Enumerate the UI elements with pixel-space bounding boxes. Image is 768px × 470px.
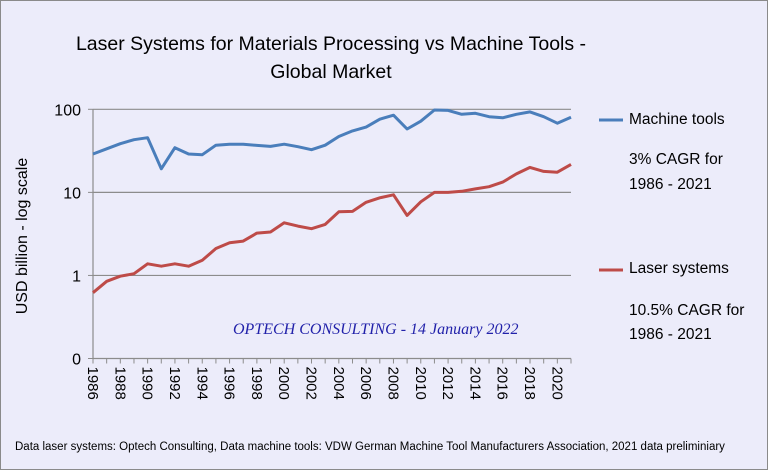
series-line-machine-tools	[92, 108, 572, 171]
x-tick-label: 2018	[521, 367, 538, 400]
x-tick-label: 2010	[412, 367, 429, 400]
x-tick-label: 2008	[384, 367, 401, 400]
x-tick-label: 2020	[548, 367, 565, 400]
x-tick-label: 1996	[221, 367, 238, 400]
x-tick-label: 1988	[111, 367, 128, 400]
annotation-watermark: OPTECH CONSULTING - 14 January 2022	[233, 321, 519, 338]
y-tick-label: 0	[72, 352, 81, 369]
x-tick-label: 1992	[166, 367, 183, 400]
x-tick-label: 2002	[303, 367, 320, 400]
x-tick-label: 2004	[330, 367, 347, 400]
x-tick-label: 1986	[84, 367, 101, 400]
y-tick-label: 10	[63, 185, 81, 202]
x-tick-label: 2012	[439, 367, 456, 400]
x-tick-label: 2006	[357, 367, 374, 400]
x-tick-label: 2016	[494, 367, 511, 400]
footer-source: Data laser systems: Optech Consulting, D…	[15, 441, 725, 453]
chart-title-line1: Laser Systems for Materials Processing v…	[75, 33, 587, 55]
series-line-laser-systems	[92, 163, 572, 294]
machine-tools-cagr: 3% CAGR for	[629, 151, 723, 168]
laser-systems-period: 1986 - 2021	[629, 326, 712, 343]
y-tick-label: 100	[54, 102, 81, 119]
y-tick-label: 1	[72, 268, 81, 285]
x-tick-label: 1994	[193, 367, 210, 400]
laser-systems-cagr: 10.5% CAGR for	[629, 302, 745, 319]
chart-title-line2: Global Market	[270, 61, 392, 83]
legend-machine-tools: Machine tools	[629, 111, 725, 128]
x-tick-label: 1990	[139, 367, 156, 400]
x-tick-label: 2000	[275, 367, 292, 400]
legend-laser-systems: Laser systems	[629, 260, 729, 277]
machine-tools-period: 1986 - 2021	[629, 176, 712, 193]
x-tick-label: 1998	[248, 367, 265, 400]
x-tick-label: 2014	[466, 367, 483, 400]
